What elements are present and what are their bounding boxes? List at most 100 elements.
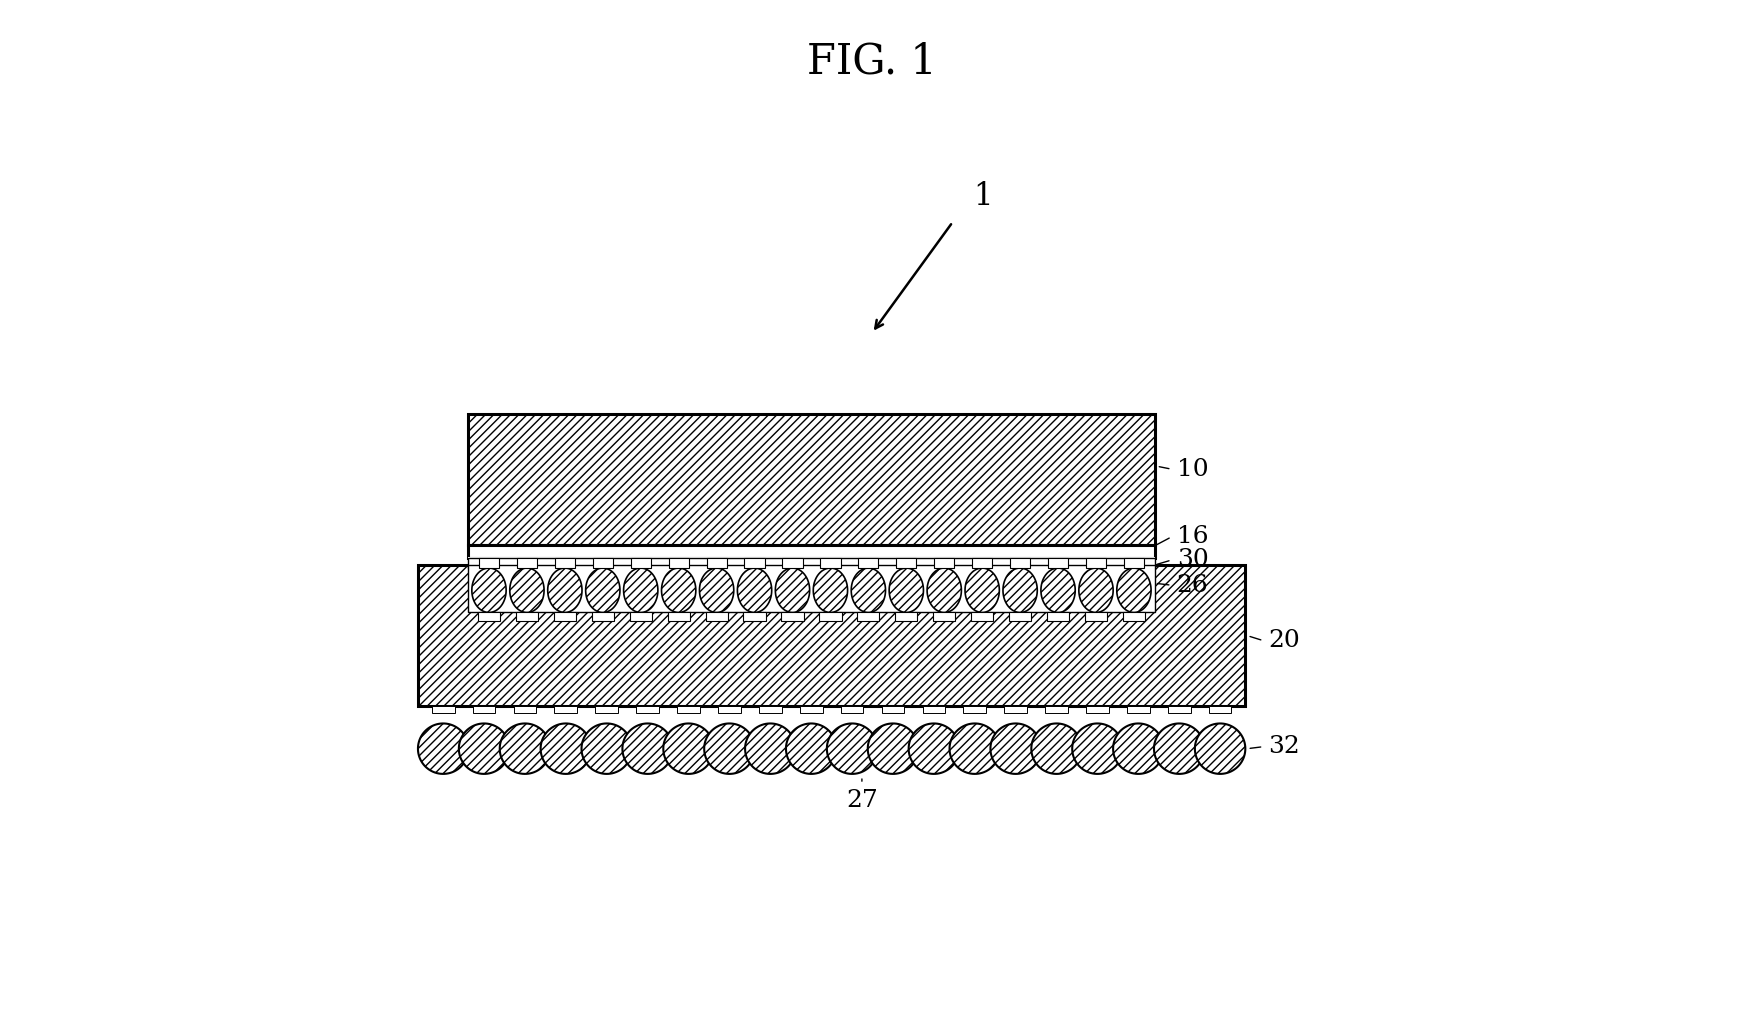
Bar [469,557,1155,558]
Polygon shape [699,568,734,612]
Polygon shape [745,723,795,774]
Polygon shape [787,723,837,774]
Polygon shape [949,723,999,774]
Bar [1085,612,1107,621]
Polygon shape [851,568,886,612]
Bar [473,706,495,713]
Bar [820,558,841,568]
Bar [591,612,614,621]
Bar [858,612,879,621]
Bar [800,706,823,713]
Polygon shape [1031,723,1081,774]
Bar [1127,706,1149,713]
Polygon shape [624,568,657,612]
Text: 26: 26 [1177,574,1209,596]
Bar [1005,706,1027,713]
Polygon shape [964,568,999,612]
Bar [555,706,577,713]
Bar [895,612,917,621]
Polygon shape [548,568,582,612]
Polygon shape [1116,568,1151,612]
Polygon shape [581,723,631,774]
Bar [1010,612,1031,621]
Bar [677,706,699,713]
Bar [637,706,659,713]
Bar [469,414,1155,545]
Bar [513,706,537,713]
Bar [668,612,691,621]
Bar [783,558,802,568]
Bar [631,558,651,568]
Polygon shape [419,723,469,774]
Polygon shape [661,568,696,612]
Polygon shape [541,723,591,774]
Text: 10: 10 [1177,458,1209,480]
Bar [935,558,954,568]
Bar [469,565,1155,612]
Polygon shape [813,568,848,612]
Text: 1: 1 [973,181,992,212]
Bar [743,612,766,621]
Bar [1123,558,1144,568]
Polygon shape [623,723,673,774]
Bar [419,565,1245,706]
Bar [745,558,764,568]
Polygon shape [1195,723,1245,774]
Bar [469,558,1155,568]
Bar [706,558,727,568]
Polygon shape [586,568,619,612]
Bar [1087,706,1109,713]
Polygon shape [509,568,544,612]
Bar [923,706,945,713]
Polygon shape [776,568,809,612]
Bar [1123,612,1146,621]
Polygon shape [889,568,924,612]
Bar [668,558,689,568]
Text: 20: 20 [1268,630,1301,652]
Polygon shape [1041,568,1076,612]
Polygon shape [459,723,509,774]
Polygon shape [827,723,877,774]
Bar [933,612,956,621]
Text: 30: 30 [1177,549,1209,571]
Bar [706,612,727,621]
Polygon shape [663,723,713,774]
Bar [1045,706,1067,713]
Polygon shape [1113,723,1163,774]
Bar [1010,558,1031,568]
Bar [858,558,879,568]
Polygon shape [909,723,959,774]
Bar [820,612,842,621]
Bar [1168,706,1191,713]
Polygon shape [1073,723,1123,774]
Bar [555,558,576,568]
Bar [781,612,804,621]
Text: 27: 27 [846,789,877,812]
Polygon shape [473,568,506,612]
Polygon shape [705,723,755,774]
Polygon shape [1080,568,1113,612]
Bar [896,558,916,568]
Bar [1209,706,1231,713]
Text: 32: 32 [1268,736,1301,758]
Bar [555,612,576,621]
Bar [595,706,617,713]
Bar [516,558,537,568]
Bar [1087,558,1106,568]
Bar [593,558,612,568]
Bar [719,706,741,713]
Polygon shape [1003,568,1038,612]
Bar [516,612,537,621]
Bar [1048,558,1067,568]
Text: 16: 16 [1177,526,1209,548]
Bar [841,706,863,713]
Polygon shape [928,568,961,612]
Bar [630,612,652,621]
Bar [1046,612,1069,621]
Polygon shape [1155,723,1205,774]
Bar [971,612,994,621]
Bar [433,706,455,713]
Polygon shape [738,568,771,612]
Bar [971,558,992,568]
Polygon shape [869,723,917,774]
